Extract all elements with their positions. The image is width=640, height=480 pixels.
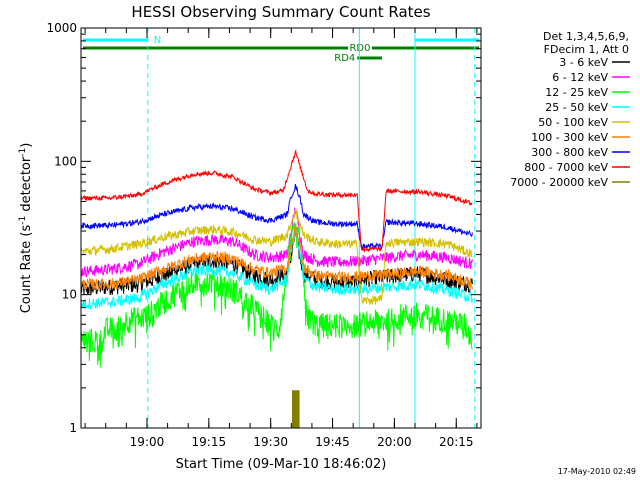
series-line (80, 149, 473, 253)
x-tick-label: 20:15 (439, 435, 474, 449)
series-line (80, 225, 473, 310)
flag-label: RD4 (334, 53, 355, 64)
legend-header: Det 1,3,4,5,6,9, (543, 30, 629, 43)
x-tick-label: 19:15 (192, 435, 227, 449)
y-axis: 1 10 100 1000 (46, 21, 481, 435)
series-line (80, 207, 473, 278)
chart-title: HESSI Observing Summary Count Rates (131, 3, 430, 21)
legend: Det 1,3,4,5,6,9,FDecim 1, Att 03 - 6 keV… (510, 30, 630, 189)
legend-item-label: 300 - 800 keV (531, 146, 608, 159)
x-tick-label: 19:45 (315, 435, 350, 449)
y-axis-label: Count Rate (s-1 detector-1) (18, 143, 34, 314)
legend-item-label: 100 - 300 keV (531, 131, 608, 144)
x-tick-label: 20:00 (377, 435, 412, 449)
series-line (80, 209, 473, 306)
flag-label: N (154, 35, 161, 46)
x-tick-label: 19:00 (130, 435, 165, 449)
series-line (80, 224, 473, 292)
legend-item-label: 3 - 6 keV (559, 56, 608, 69)
y-tick-label: 1 (69, 421, 77, 435)
series-line (80, 184, 473, 251)
x-axis: 19:00 19:15 19:30 19:45 20:00 20:15 (84, 28, 478, 449)
series-line (80, 222, 473, 368)
footer-date: 17-May-2010 02:49 (558, 467, 636, 476)
y-tick-label: 10 (62, 288, 77, 302)
x-axis-label: Start Time (09-Mar-10 18:46:02) (176, 457, 387, 472)
legend-header: FDecim 1, Att 0 (544, 43, 629, 56)
flag-label: RD0 (349, 43, 370, 54)
series-line (292, 390, 300, 428)
legend-item-label: 800 - 7000 keV (524, 161, 608, 174)
legend-item-label: 12 - 25 keV (545, 86, 608, 99)
y-tick-label: 100 (54, 154, 77, 168)
y-tick-label: 1000 (46, 21, 77, 35)
plot-frame (80, 27, 482, 429)
x-tick-label: 19:30 (253, 435, 288, 449)
series-line (80, 227, 473, 296)
series-lines (80, 149, 473, 428)
legend-item-label: 50 - 100 keV (538, 116, 608, 129)
legend-item-label: 25 - 50 keV (545, 101, 608, 114)
legend-item-label: 6 - 12 keV (552, 71, 608, 84)
legend-item-label: 7000 - 20000 keV (510, 176, 608, 189)
